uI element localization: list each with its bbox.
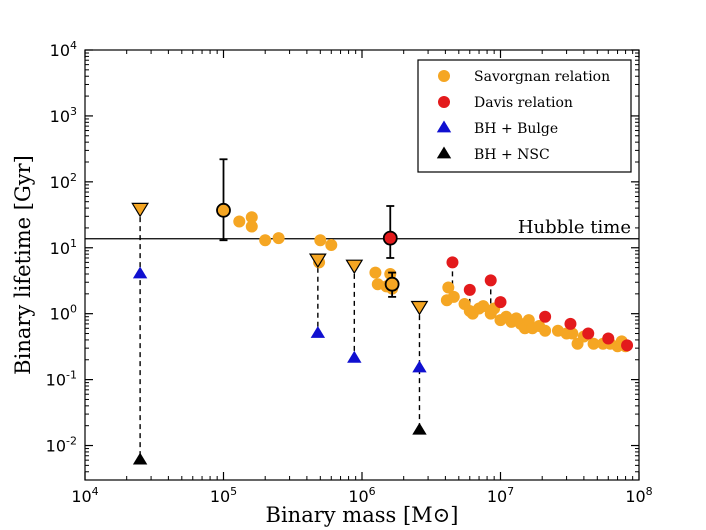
upper-limit-marker — [308, 253, 327, 269]
x-tick-label: 105 — [210, 485, 237, 506]
data-point — [539, 310, 552, 323]
y-tick-label: 102 — [50, 171, 77, 192]
data-point — [245, 220, 258, 233]
hubble-time-label: Hubble time — [518, 217, 631, 238]
y-tick-label: 10-1 — [46, 369, 77, 390]
y-tick-label: 101 — [50, 237, 77, 258]
data-point — [463, 283, 476, 296]
data-point — [621, 339, 634, 352]
data-point — [233, 215, 246, 228]
y-tick-label: 104 — [50, 39, 77, 60]
data-point — [314, 234, 327, 247]
upper-limit-marker — [410, 300, 429, 316]
y-tick-label: 100 — [50, 303, 77, 324]
data-point — [602, 332, 615, 345]
data-point — [447, 290, 460, 303]
data-point — [587, 337, 600, 350]
data-point — [132, 452, 148, 465]
legend-box — [417, 59, 632, 173]
data-point — [484, 274, 497, 287]
legend: Savorgnan relation Davis relation BH + Bul… — [417, 59, 632, 173]
y-tick-label: 103 — [50, 105, 77, 126]
x-tick-label: 108 — [625, 485, 652, 506]
plot-area: Hubble time — [85, 158, 639, 465]
x-tick-label: 106 — [348, 485, 375, 506]
data-point — [566, 327, 579, 340]
data-point — [132, 266, 148, 279]
data-point — [564, 317, 577, 330]
data-point — [582, 327, 595, 340]
axes: 104 105 106 107 108 10-2 10-1 100 101 102 103 104 Bi… — [11, 39, 653, 527]
data-point — [412, 360, 427, 373]
legend-label: Savorgnan relation — [474, 69, 610, 85]
data-point — [347, 350, 362, 363]
y-tick-label: 10-2 — [46, 435, 77, 456]
data-point — [245, 211, 258, 224]
error-point — [384, 276, 400, 292]
data-point — [325, 239, 338, 252]
x-tick-label: 104 — [71, 485, 98, 506]
data-point — [272, 232, 285, 245]
y-axis-label: Binary lifetime [Gyr] — [11, 155, 35, 375]
data-point — [477, 300, 490, 313]
legend-label: BH + Bulge — [474, 121, 558, 137]
error-point — [382, 230, 398, 246]
data-point — [442, 281, 455, 294]
data-point — [494, 296, 507, 309]
legend-marker — [436, 120, 452, 133]
x-tick-label: 107 — [487, 485, 514, 506]
data-point — [446, 256, 459, 269]
legend-label: Davis relation — [474, 95, 573, 111]
legend-marker — [436, 146, 452, 159]
legend-label: BH + NSC — [474, 147, 550, 163]
data-point — [412, 422, 427, 435]
data-point — [539, 324, 552, 337]
upper-limit-marker — [345, 259, 364, 275]
upper-limit-marker — [131, 202, 149, 218]
data-point — [369, 266, 382, 279]
legend-marker — [438, 70, 450, 82]
legend-marker — [438, 96, 450, 108]
x-axis-label: Binary mass [M⊙] — [266, 503, 459, 527]
error-point — [216, 202, 231, 218]
data-point — [259, 234, 272, 247]
data-point — [310, 325, 326, 338]
